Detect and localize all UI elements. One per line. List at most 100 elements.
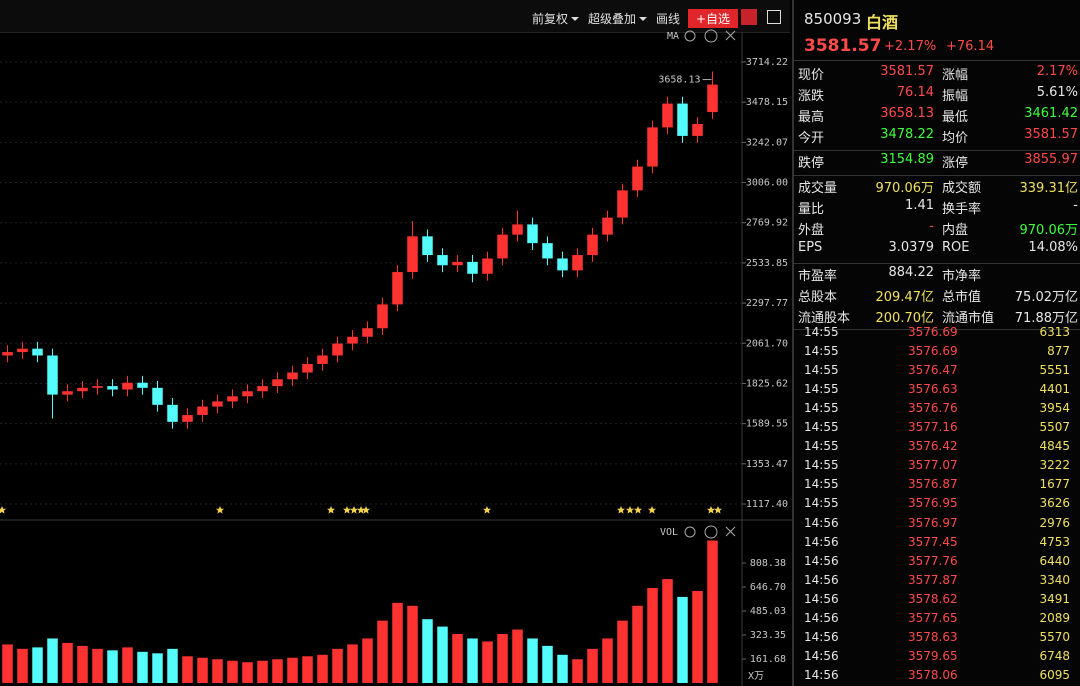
trade-price: 3576.42 <box>908 439 958 454</box>
quote-label: 均价 <box>942 131 969 146</box>
candle-body <box>77 387 88 392</box>
volume-bar <box>257 660 268 683</box>
candle-body <box>707 84 718 113</box>
quote-value: 76.14 <box>896 85 934 100</box>
volume-bar <box>2 644 13 683</box>
trade-price: 3576.63 <box>908 382 958 397</box>
candle-body <box>287 372 298 380</box>
trade-volume: 4401 <box>1039 382 1070 397</box>
trade-price: 3576.69 <box>908 325 958 339</box>
trade-time: 14:56 <box>804 610 839 625</box>
candle-body <box>647 127 658 167</box>
volume-bar <box>107 650 118 683</box>
quote-value: 3.0379 <box>888 240 935 255</box>
y-tick-label: 2297.77 <box>746 298 788 309</box>
trade-volume: 3222 <box>1039 458 1070 473</box>
volume-bar <box>212 659 223 683</box>
candle-body <box>437 255 448 266</box>
trade-price: 3578.62 <box>908 591 958 606</box>
trade-price: 3576.76 <box>908 401 958 416</box>
quote-value: 3478.22 <box>880 127 934 142</box>
trade-time: 14:56 <box>804 553 839 568</box>
y-tick-label: 808.38 <box>750 558 786 569</box>
quote-label: 总市值 <box>942 290 982 305</box>
trade-volume: 3626 <box>1039 496 1070 511</box>
trade-volume: 877 <box>1047 344 1070 359</box>
stock-name: 白酒 <box>866 13 899 32</box>
volume-bar <box>32 647 43 683</box>
volume-bar <box>467 638 478 683</box>
quote-value: 3581.57 <box>1024 127 1078 142</box>
volume-bar <box>632 605 643 683</box>
quote-label: 流通股本 <box>798 311 851 326</box>
quote-value: 200.70亿 <box>875 311 935 326</box>
trade-price: 3576.97 <box>908 515 958 530</box>
trade-price: 3578.63 <box>908 629 958 644</box>
candle-body <box>257 386 268 392</box>
draw-button[interactable]: 画线 <box>656 12 681 26</box>
volume-bar <box>137 651 148 683</box>
candle-body <box>332 343 343 356</box>
quote-label: 市盈率 <box>798 269 838 284</box>
y-tick-label: 1117.40 <box>746 499 788 510</box>
volume-bar <box>422 619 433 683</box>
candle-body <box>317 355 328 364</box>
layout-toggle[interactable] <box>767 10 781 24</box>
volume-bar <box>302 656 313 683</box>
y-tick-label: 323.35 <box>750 630 786 641</box>
trade-time: 14:55 <box>804 401 839 416</box>
quote-value: 5.61% <box>1036 85 1078 100</box>
overlay-button[interactable]: 超级叠加 <box>588 10 647 27</box>
candle-body <box>92 386 103 388</box>
trade-price: 3576.69 <box>908 344 958 359</box>
trade-time: 14:55 <box>804 477 839 492</box>
add-watch-button[interactable]: +自选 <box>688 9 739 28</box>
trade-volume: 4845 <box>1039 439 1070 454</box>
volume-bar <box>662 579 673 683</box>
volume-bar <box>482 641 493 683</box>
volume-bar <box>167 648 178 683</box>
volume-bar <box>17 648 28 683</box>
change-pct: +2.17% <box>884 39 937 54</box>
quote-label: 成交额 <box>942 181 982 196</box>
candle-body <box>692 123 703 136</box>
volume-bar <box>242 662 253 683</box>
volume-bar <box>617 620 628 683</box>
volume-bar <box>707 540 718 683</box>
quote-label: ROE <box>942 240 970 255</box>
quote-value: 2.17% <box>1036 64 1078 79</box>
y-tick-label: 3006.00 <box>746 178 788 189</box>
quote-value: - <box>929 219 934 234</box>
candle-body <box>617 190 628 218</box>
kline-chart: MA VOL 1117.40 1353.47 1589.55 1825.62 2061.… <box>0 29 792 686</box>
change: +76.14 <box>946 39 995 54</box>
volume-bar <box>527 638 538 683</box>
quote-label: 流通市值 <box>942 311 995 326</box>
trade-volume: 5570 <box>1039 629 1070 644</box>
trade-volume: 3491 <box>1039 591 1070 606</box>
dropdown[interactable] <box>741 9 757 25</box>
trade-price: 3577.87 <box>908 572 958 587</box>
quote-label: 换手率 <box>942 202 982 217</box>
quote-label: 涨跌 <box>798 89 825 104</box>
trade-volume: 3954 <box>1039 401 1070 416</box>
quote-value: 3658.13 <box>880 106 934 121</box>
candle-body <box>602 217 613 235</box>
candle-body <box>542 243 553 259</box>
y-tick-label: 1353.47 <box>746 459 788 470</box>
trade-price: 3578.06 <box>908 667 958 682</box>
quote-value: 3154.89 <box>880 152 934 167</box>
quote-value: 339.31亿 <box>1019 181 1079 196</box>
candle-body <box>197 406 208 416</box>
quote-label: 成交量 <box>798 181 838 196</box>
volume-unit: X万 <box>748 671 764 682</box>
trade-volume: 1677 <box>1039 477 1070 492</box>
panel-icons[interactable] <box>684 29 736 539</box>
candle-body <box>362 328 373 337</box>
candle-body <box>452 261 463 266</box>
last-price: 3581.57 <box>804 36 882 56</box>
candle-body <box>227 396 238 402</box>
volume-bar <box>227 660 238 683</box>
adjust-button[interactable]: 前复权 <box>532 10 579 27</box>
quote-label: 外盘 <box>798 223 825 238</box>
